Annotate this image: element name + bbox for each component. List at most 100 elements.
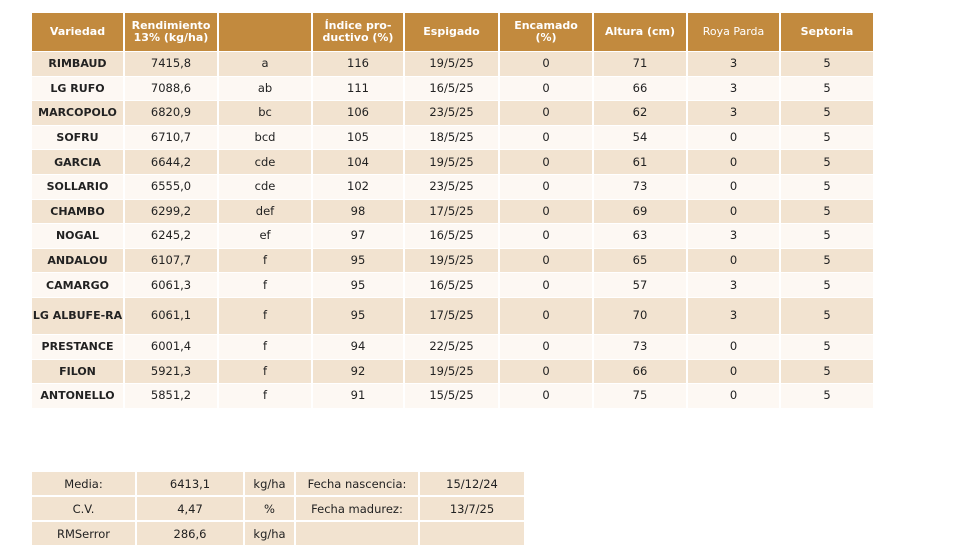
cell-roya-parda: 0 [688, 124, 781, 150]
cell-septoria: 5 [781, 149, 875, 174]
cell-espigado: 18/5/25 [405, 124, 500, 150]
cell-rendimiento: 7415,8 [125, 51, 219, 76]
cell-roya-parda: 3 [688, 100, 781, 125]
table-row: LG ALBUFE-RA 6061,1 f 95 17/5/25 0 70 3 5 [32, 296, 875, 334]
cell-altura: 75 [594, 383, 688, 408]
summary-label: C.V. [32, 497, 137, 522]
cell-encamado: 0 [500, 272, 594, 297]
summary-row: C.V. 4,47% Fecha madurez: 13/7/25 [32, 497, 526, 522]
cell-rendimiento: 6710,7 [125, 124, 219, 150]
cell-indice-productivo: 106 [313, 100, 405, 125]
cell-roya-parda: 0 [688, 383, 781, 408]
cell-altura: 71 [594, 51, 688, 76]
cell-altura: 62 [594, 100, 688, 125]
table-row: CHAMBO 6299,2 def 98 17/5/25 0 69 0 5 [32, 198, 875, 224]
cell-altura: 73 [594, 173, 688, 199]
cell-espigado: 16/5/25 [405, 223, 500, 248]
cell-encamado: 0 [500, 223, 594, 248]
summary-table: Media: 6413,1 kg/ha Fecha nascencia: 15/12/2… [32, 472, 526, 547]
cell-encamado: 0 [500, 198, 594, 224]
table-row: SOLLARIO 6555,0 cde 102 23/5/25 0 73 0 5 [32, 173, 875, 199]
header-significance [219, 13, 313, 51]
cell-septoria: 5 [781, 124, 875, 150]
summary-row: Media: 6413,1 kg/ha Fecha nascencia: 15/12/2… [32, 472, 526, 497]
cell-septoria: 5 [781, 333, 875, 359]
cell-significance: f [219, 296, 313, 334]
cell-indice-productivo: 116 [313, 51, 405, 76]
cell-roya-parda: 0 [688, 149, 781, 174]
cell-variedad: ANDALOU [32, 247, 125, 273]
summary-date-value: 13/7/25 [420, 497, 526, 522]
cell-indice-productivo: 102 [313, 173, 405, 199]
cell-rendimiento: 6001,4 [125, 333, 219, 359]
cell-indice-productivo: 105 [313, 124, 405, 150]
header-espigado: Espigado [405, 13, 500, 51]
cell-variedad: GARCIA [32, 149, 125, 174]
cell-significance: f [219, 383, 313, 408]
cell-septoria: 5 [781, 51, 875, 76]
cell-altura: 57 [594, 272, 688, 297]
table-header-row: Variedad Rendimiento 13% (kg/ha) Índice pr… [32, 13, 875, 51]
cell-espigado: 23/5/25 [405, 173, 500, 199]
cell-roya-parda: 0 [688, 358, 781, 384]
cell-significance: bcd [219, 124, 313, 150]
cell-indice-productivo: 98 [313, 198, 405, 224]
cell-significance: ef [219, 223, 313, 248]
cell-variedad: MARCOPOLO [32, 100, 125, 125]
table-row: RIMBAUD 7415,8 a 116 19/5/25 0 71 3 5 [32, 51, 875, 76]
cell-roya-parda: 3 [688, 296, 781, 334]
cell-encamado: 0 [500, 75, 594, 101]
cell-encamado: 0 [500, 51, 594, 76]
cell-variedad: NOGAL [32, 223, 125, 248]
cell-indice-productivo: 97 [313, 223, 405, 248]
header-encamado: Encamado (%) [500, 13, 594, 51]
cell-espigado: 15/5/25 [405, 383, 500, 408]
cell-roya-parda: 3 [688, 223, 781, 248]
cell-espigado: 16/5/25 [405, 272, 500, 297]
cell-variedad: SOFRU [32, 124, 125, 150]
cell-roya-parda: 0 [688, 173, 781, 199]
cell-rendimiento: 6555,0 [125, 173, 219, 199]
cell-significance: ab [219, 75, 313, 101]
cell-altura: 73 [594, 333, 688, 359]
summary-value: 6413,1 [137, 472, 245, 497]
cell-altura: 63 [594, 223, 688, 248]
cell-rendimiento: 6061,1 [125, 296, 219, 334]
trial-results-table: Variedad Rendimiento 13% (kg/ha) Índice pr… [32, 13, 875, 408]
summary-unit: kg/ha [245, 522, 296, 547]
summary-label: Media: [32, 472, 137, 497]
cell-significance: f [219, 247, 313, 273]
cell-septoria: 5 [781, 272, 875, 297]
cell-altura: 66 [594, 358, 688, 384]
table-row: ANTONELLO 5851,2 f 91 15/5/25 0 75 0 5 [32, 383, 875, 408]
cell-significance: bc [219, 100, 313, 125]
cell-roya-parda: 3 [688, 75, 781, 101]
summary-value: 4,47 [137, 497, 245, 522]
cell-rendimiento: 6820,9 [125, 100, 219, 125]
summary-unit: kg/ha [245, 472, 296, 497]
cell-espigado: 17/5/25 [405, 296, 500, 334]
cell-altura: 65 [594, 247, 688, 273]
table-row: NOGAL 6245,2 ef 97 16/5/25 0 63 3 5 [32, 223, 875, 248]
cell-encamado: 0 [500, 333, 594, 359]
summary-value: 286,6 [137, 522, 245, 547]
cell-roya-parda: 0 [688, 333, 781, 359]
cell-significance: def [219, 198, 313, 224]
cell-encamado: 0 [500, 296, 594, 334]
cell-variedad: LG ALBUFE-RA [32, 296, 125, 334]
cell-significance: a [219, 51, 313, 76]
cell-altura: 54 [594, 124, 688, 150]
cell-significance: f [219, 333, 313, 359]
cell-indice-productivo: 92 [313, 358, 405, 384]
cell-encamado: 0 [500, 247, 594, 273]
cell-roya-parda: 0 [688, 247, 781, 273]
cell-variedad: LG RUFO [32, 75, 125, 101]
summary-date-value: 15/12/24 [420, 472, 526, 497]
header-roya-parda: Roya Parda [688, 13, 781, 51]
cell-septoria: 5 [781, 247, 875, 273]
cell-espigado: 19/5/25 [405, 358, 500, 384]
cell-septoria: 5 [781, 296, 875, 334]
cell-septoria: 5 [781, 100, 875, 125]
summary-date-label [296, 522, 420, 547]
cell-rendimiento: 6644,2 [125, 149, 219, 174]
